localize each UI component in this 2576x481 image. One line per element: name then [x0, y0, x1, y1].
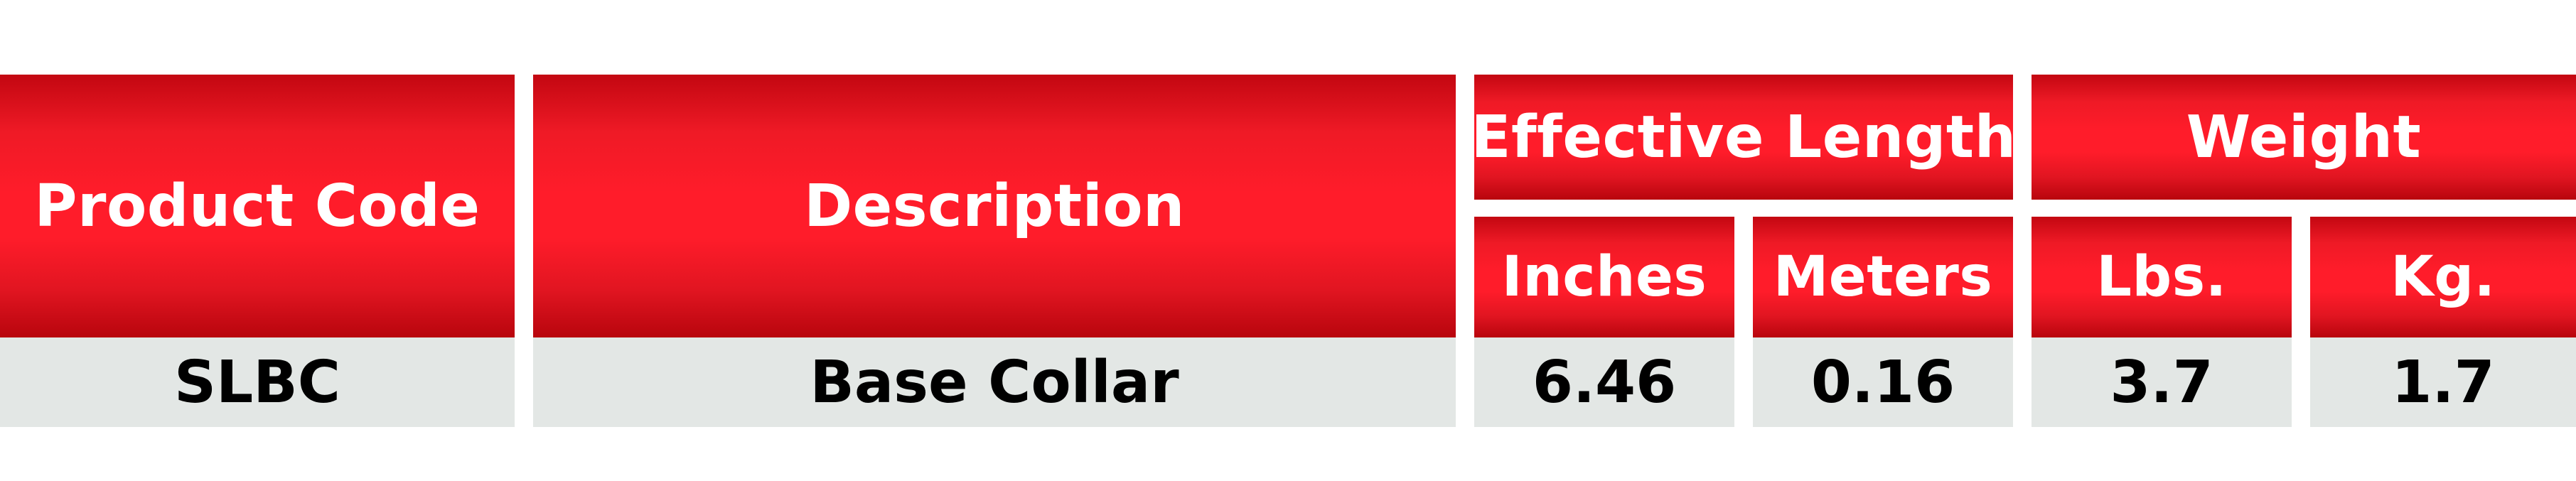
header-lbs: Lbs. — [2032, 217, 2292, 337]
header-weight: Weight — [2032, 75, 2576, 200]
cell-kg: 1.7 — [2310, 337, 2576, 427]
header-inches-label: Inches — [1501, 245, 1707, 309]
header-description-label: Description — [804, 172, 1185, 240]
cell-product-code-value: SLBC — [174, 348, 340, 416]
cell-meters: 0.16 — [1753, 337, 2013, 427]
cell-inches-value: 6.46 — [1532, 348, 1677, 416]
header-kg-label: Kg. — [2390, 245, 2496, 309]
header-description: Description — [533, 75, 1456, 337]
header-effective-length: Effective Length — [1471, 75, 2017, 200]
header-effective-length-label: Effective Length — [1471, 103, 2017, 171]
header-meters: Meters — [1753, 217, 2013, 337]
cell-lbs-value: 3.7 — [2110, 348, 2213, 416]
header-product-code-label: Product Code — [34, 172, 481, 240]
header-inches: Inches — [1474, 217, 1734, 337]
cell-description: Base Collar — [533, 337, 1456, 427]
header-meters-label: Meters — [1773, 245, 1993, 309]
cell-inches: 6.46 — [1474, 337, 1734, 427]
header-weight-label: Weight — [2186, 103, 2422, 171]
header-lbs-label: Lbs. — [2096, 245, 2227, 309]
cell-description-value: Base Collar — [810, 348, 1179, 416]
cell-meters-value: 0.16 — [1810, 348, 1955, 416]
header-kg: Kg. — [2310, 217, 2576, 337]
header-product-code: Product Code — [0, 75, 515, 337]
cell-lbs: 3.7 — [2032, 337, 2292, 427]
cell-product-code: SLBC — [0, 337, 515, 427]
cell-kg-value: 1.7 — [2391, 348, 2495, 416]
